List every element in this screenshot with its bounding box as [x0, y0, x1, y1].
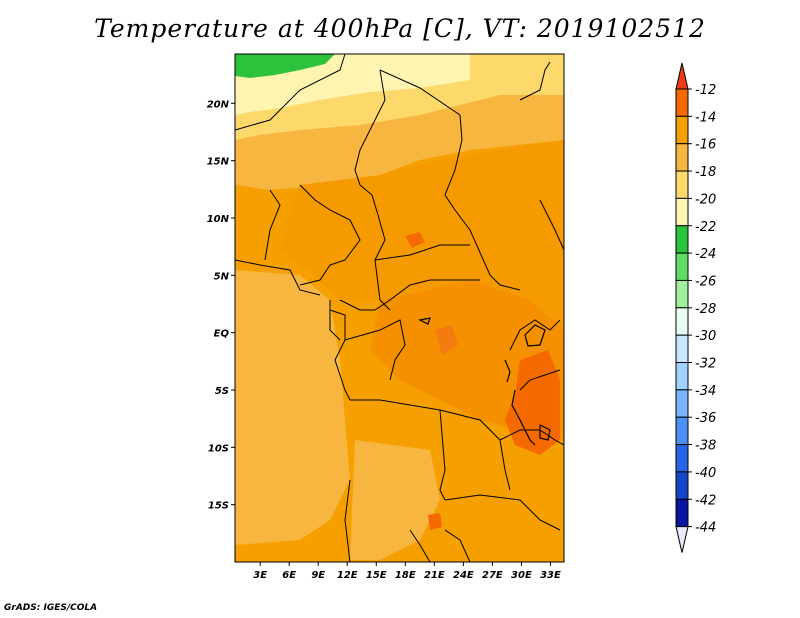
lat-tick-label: 5N	[214, 271, 230, 282]
colorbar-label: -44	[695, 521, 716, 536]
lon-tick-label: 9E	[311, 570, 325, 581]
lon-tick-label: 6E	[282, 570, 296, 581]
colorbar-swatch	[675, 170, 689, 199]
band-16-18-south	[350, 440, 440, 560]
colorbar-label: -20	[695, 192, 716, 207]
lon-tick-label: 21E	[424, 570, 445, 581]
colorbar-label: -22	[695, 220, 716, 235]
longitude-axis: 3E 6E 9E 12E 15E 18E 21E 24E 27E 30E 33E	[253, 562, 561, 581]
lon-tick-label: 15E	[366, 570, 387, 581]
band-22-24	[235, 54, 335, 78]
lat-tick-label: 10S	[208, 443, 229, 454]
colorbar-label: -26	[695, 274, 716, 289]
band-12-14-car	[405, 232, 425, 248]
colorbar-label: -38	[695, 439, 716, 454]
colorbar-label: -14	[695, 110, 716, 125]
colorbar-label: -34	[695, 384, 716, 399]
colorbar-swatch	[675, 143, 689, 172]
colorbar-label: -24	[695, 247, 716, 262]
colorbar-swatch	[675, 444, 689, 473]
band-12-14-congo	[435, 325, 458, 355]
colorbar-swatch	[675, 334, 689, 363]
lat-tick-label: 5S	[215, 386, 229, 397]
lat-tick-label: 15N	[207, 157, 230, 168]
latitude-axis: 20N 15N 10N 5N EQ 5S 10S 15S	[207, 99, 235, 512]
plot-frame	[234, 53, 565, 563]
colorbar-swatch	[675, 252, 689, 281]
lon-tick-label: 33E	[540, 570, 561, 581]
lon-tick-label: 24E	[453, 570, 474, 581]
band-16-18-west	[235, 270, 350, 545]
lat-tick-label: 10N	[207, 214, 230, 225]
map-title: Temperature at 400hPa [C], VT: 201910251…	[94, 14, 706, 43]
colorbar-top-arrow	[675, 62, 689, 90]
lat-tick-label: EQ	[214, 329, 230, 340]
colorbar-swatch	[675, 498, 689, 528]
colorbar: -12 -14 -16 -18 -20 -22 -24 -26 -28 -30 -32 -34 -36 -…	[675, 62, 716, 553]
grads-credit: GrADS: IGES/COLA	[4, 603, 98, 613]
colorbar-bottom-arrow	[675, 526, 689, 553]
colorbar-swatch	[675, 307, 689, 336]
colorbar-label: -30	[695, 329, 716, 344]
colorbar-swatch	[675, 389, 689, 418]
colorbar-swatch	[675, 362, 689, 391]
colorbar-label: -36	[695, 411, 716, 426]
colorbar-swatch	[675, 416, 689, 446]
colorbar-swatch	[675, 88, 689, 117]
colorbar-label: -18	[695, 165, 716, 180]
lon-tick-label: 18E	[395, 570, 416, 581]
colorbar-label: -42	[695, 493, 716, 508]
colorbar-label: -12	[695, 83, 716, 98]
lakes	[418, 317, 551, 446]
colorbar-label: -40	[695, 466, 716, 481]
temperature-field	[235, 54, 564, 562]
lat-tick-label: 15S	[208, 501, 229, 512]
colorbar-swatch	[675, 197, 689, 227]
lon-tick-label: 30E	[511, 570, 532, 581]
colorbar-swatch	[675, 471, 689, 500]
colorbar-label: -16	[695, 138, 716, 153]
colorbar-label: -32	[695, 357, 716, 372]
colorbar-swatch	[675, 279, 689, 309]
lon-tick-label: 3E	[253, 570, 267, 581]
country-borders	[235, 54, 564, 562]
colorbar-swatch	[675, 225, 689, 254]
colorbar-label: -28	[695, 302, 716, 317]
lon-tick-label: 12E	[337, 570, 358, 581]
band-14-16-north	[280, 140, 564, 330]
colorbar-swatch	[675, 115, 689, 145]
band-12-14-south	[428, 513, 442, 530]
lon-tick-label: 27E	[482, 570, 503, 581]
lat-tick-label: 20N	[207, 99, 230, 110]
